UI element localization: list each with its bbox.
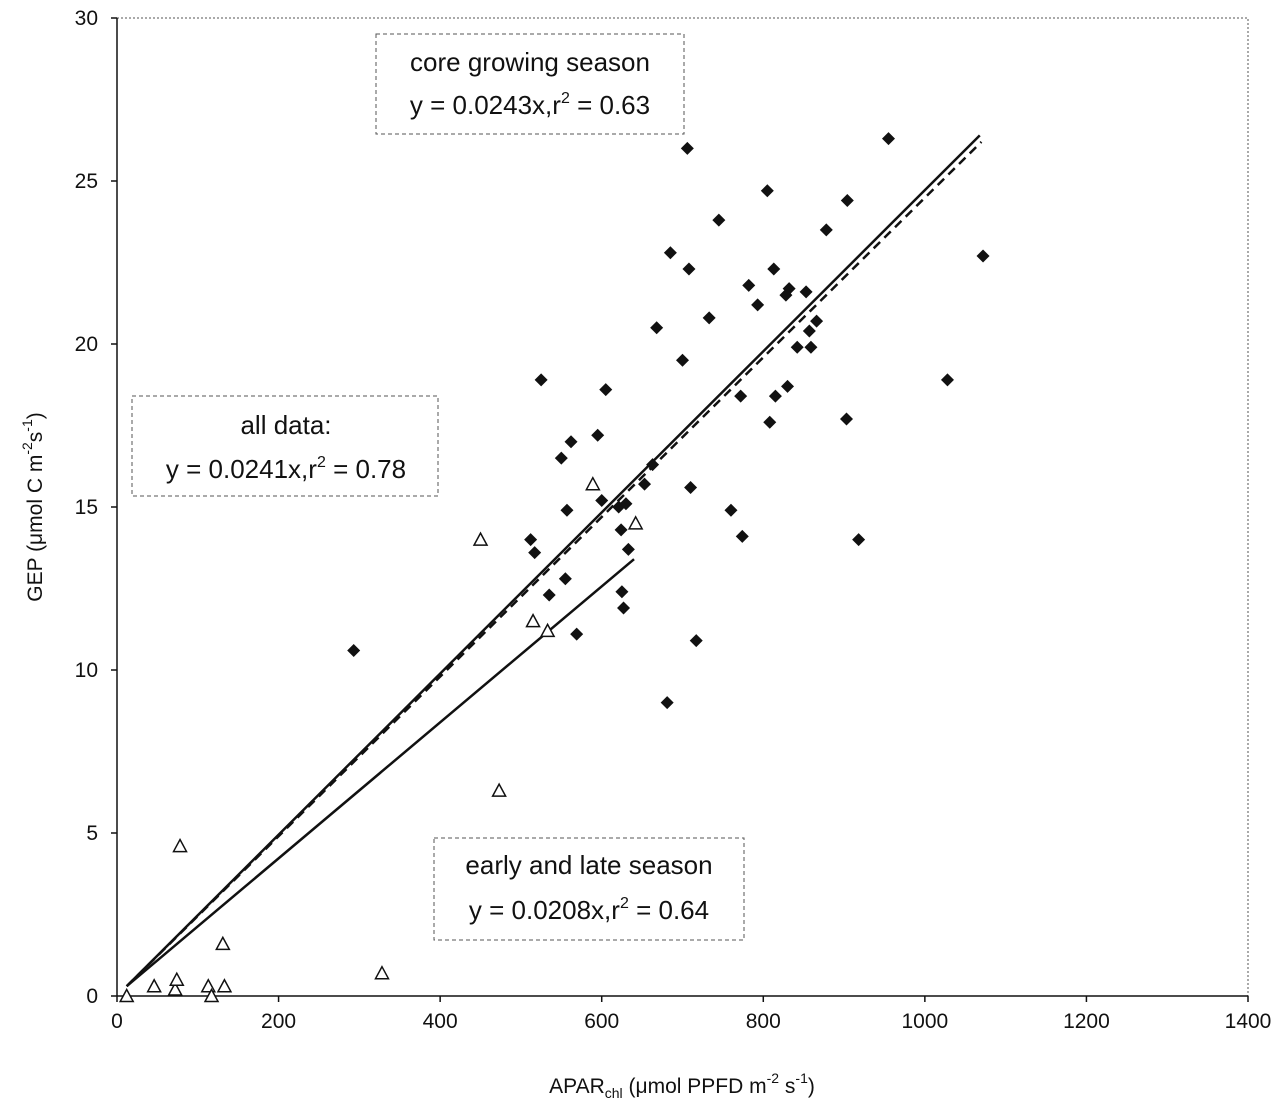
data-point-core-season: [768, 389, 782, 403]
data-point-core-season: [680, 141, 694, 155]
data-point-core-season: [646, 458, 660, 472]
data-point-early-late-season: [172, 837, 188, 853]
data-point-core-season: [882, 132, 896, 146]
data-point-core-season: [735, 529, 749, 543]
data-point-core-season: [724, 503, 738, 517]
data-point-core-season: [763, 415, 777, 429]
data-point-core-season: [751, 298, 765, 312]
data-point-core-season: [742, 278, 756, 292]
data-point-early-late-season: [118, 987, 135, 1003]
data-point-core-season: [615, 585, 629, 599]
data-point-core-season: [554, 451, 568, 465]
data-point-core-season: [712, 213, 726, 227]
data-point-core-season: [840, 194, 854, 208]
fit-line-dashed: [125, 140, 983, 988]
data-point-early-late-season: [472, 531, 489, 546]
data-point-core-season: [702, 311, 716, 325]
data-point-early-late-season: [627, 515, 644, 530]
data-point-core-season: [591, 428, 605, 442]
data-point-core-season: [839, 412, 853, 426]
annotation-equation: y = 0.0208x,r2 = 0.64: [469, 895, 709, 925]
data-point-core-season: [663, 246, 677, 260]
y-tick-label: 30: [75, 7, 98, 30]
data-point-early-late-season: [216, 978, 233, 993]
data-point-core-season: [524, 533, 538, 547]
data-point-core-season: [976, 249, 990, 263]
data-point-core-season: [542, 588, 556, 602]
data-point-core-season: [617, 601, 631, 615]
x-tick-label: 800: [746, 1010, 781, 1033]
data-point-core-season: [570, 627, 584, 641]
data-point-early-late-season: [203, 987, 220, 1003]
y-tick-label: 15: [75, 496, 98, 519]
x-axis-title: APARchl (μmol PPFD m-2 s-1): [549, 1070, 815, 1101]
data-point-core-season: [810, 314, 824, 328]
data-point-core-season: [804, 340, 818, 354]
y-tick-label: 0: [86, 985, 98, 1008]
annotation-all-data: all data: y = 0.0241x,r2 = 0.78: [131, 395, 439, 497]
data-point-early-late-season: [374, 965, 390, 980]
x-tick-label: 1200: [1063, 1010, 1110, 1033]
y-tick-label: 25: [75, 170, 98, 193]
x-tick-label: 200: [261, 1010, 296, 1033]
data-point-core-season: [802, 324, 816, 338]
data-point-early-late-season: [491, 782, 507, 797]
data-point-early-late-season: [146, 978, 162, 993]
data-point-early-late-season: [169, 971, 185, 986]
data-point-early-late-season: [167, 981, 183, 996]
data-point-core-season: [528, 546, 542, 560]
data-point-core-season: [676, 353, 689, 367]
data-point-core-season: [534, 373, 548, 387]
data-point-core-season: [621, 542, 635, 556]
data-point-core-season: [595, 493, 609, 507]
data-point-core-season: [799, 285, 813, 299]
data-point-core-season: [819, 223, 833, 237]
data-point-core-season: [760, 184, 774, 198]
x-tick-label: 1400: [1225, 1010, 1272, 1033]
y-axis-title: GEP (μmol C m-2s-1): [19, 412, 47, 601]
data-point-core-season: [564, 435, 578, 449]
data-point-core-season: [782, 282, 796, 296]
y-tick-label: 5: [86, 822, 98, 845]
annotation-equation: y = 0.0243x,r2 = 0.63: [410, 90, 650, 120]
data-point-core-season: [614, 523, 628, 537]
data-point-core-season: [689, 634, 703, 648]
annotation-equation: y = 0.0241x,r2 = 0.78: [166, 454, 406, 484]
annotation-title: core growing season: [410, 47, 650, 77]
data-point-core-season: [790, 340, 804, 354]
data-points: [118, 132, 990, 1003]
data-point-core-season: [852, 533, 866, 547]
data-point-early-late-season: [539, 622, 556, 638]
data-point-core-season: [619, 497, 633, 511]
data-point-core-season: [684, 480, 698, 494]
data-point-early-late-season: [585, 476, 601, 491]
data-point-core-season: [767, 262, 781, 276]
plot-area: [116, 17, 1249, 997]
data-point-core-season: [660, 696, 674, 710]
annotation-core-growing-season: core growing season y = 0.0243x,r2 = 0.6…: [375, 33, 685, 135]
x-tick-label: 1000: [901, 1010, 948, 1033]
x-tick-label: 0: [111, 1010, 123, 1033]
y-tick-label: 20: [75, 333, 98, 356]
annotation-title: early and late season: [465, 850, 712, 880]
data-point-core-season: [347, 643, 361, 657]
data-point-core-season: [560, 503, 574, 517]
data-point-core-season: [599, 383, 613, 397]
axis-ticks: 0 200 400 600 800 1000 1200 1400 0 5 10 15 20 25 30: [75, 7, 1272, 1033]
data-point-core-season: [781, 379, 795, 393]
data-point-core-season: [940, 373, 954, 387]
data-point-early-late-season: [215, 935, 231, 951]
data-point-early-late-season: [525, 613, 541, 628]
data-point-core-season: [558, 572, 572, 586]
data-point-core-season: [650, 321, 664, 335]
data-point-core-season: [638, 477, 652, 491]
x-tick-label: 600: [584, 1010, 619, 1033]
data-point-core-season: [682, 262, 696, 276]
x-tick-label: 400: [423, 1010, 458, 1033]
y-tick-label: 10: [75, 659, 98, 682]
annotation-title: all data:: [240, 410, 331, 440]
data-point-core-season: [734, 389, 748, 403]
annotation-early-late-season: early and late season y = 0.0208x,r2 = 0…: [433, 837, 745, 941]
